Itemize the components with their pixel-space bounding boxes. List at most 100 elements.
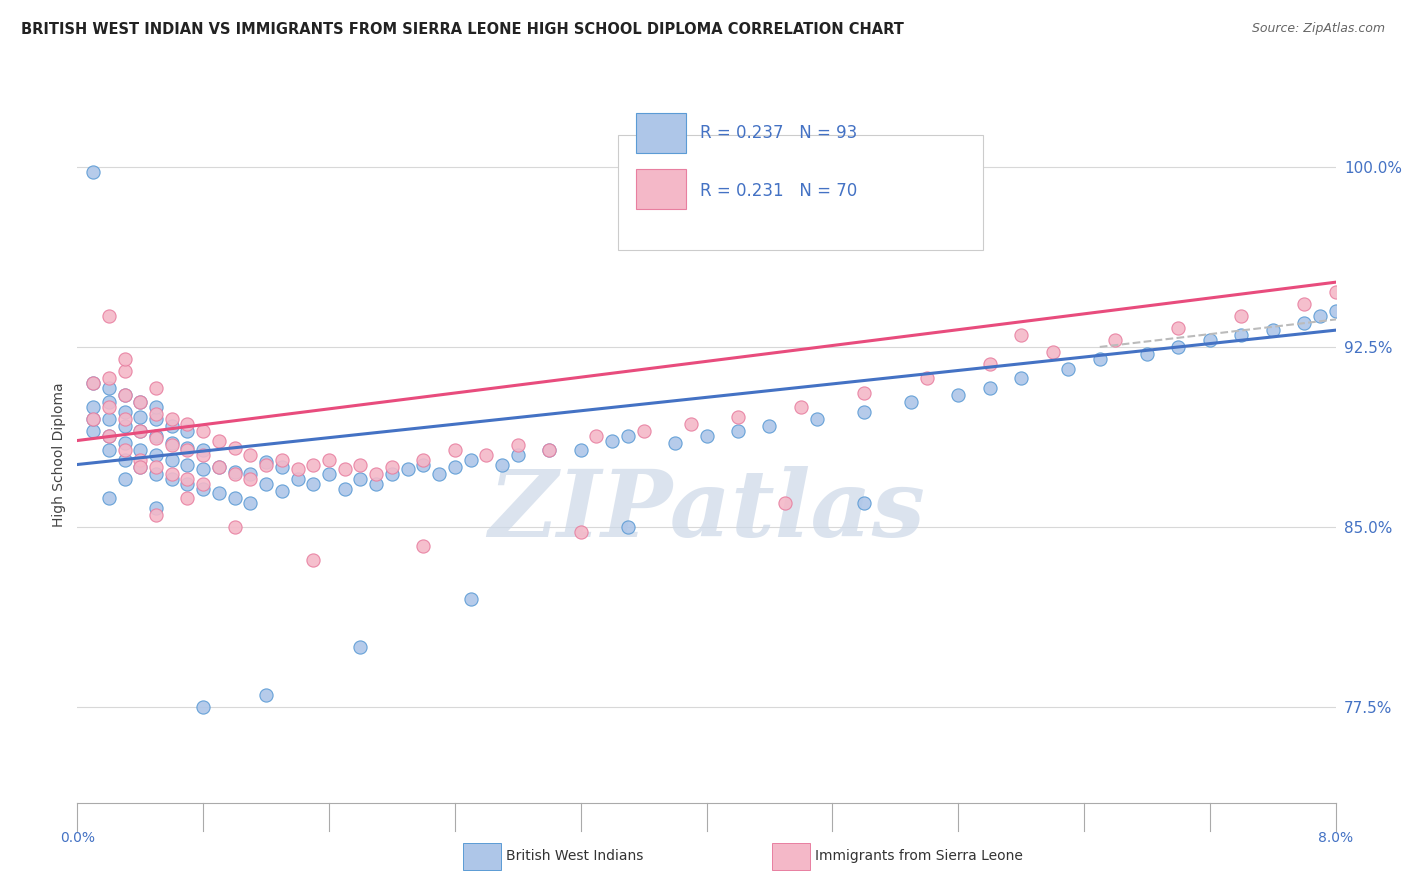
Point	[617, 520, 640, 534]
Point	[915, 371, 938, 385]
Point	[208, 434, 231, 448]
Point	[1136, 347, 1159, 361]
Point	[176, 491, 198, 505]
Point	[129, 459, 152, 474]
Point	[852, 405, 875, 419]
Point	[82, 376, 104, 390]
Point	[114, 364, 136, 378]
Point	[270, 452, 292, 467]
FancyBboxPatch shape	[636, 113, 686, 153]
Point	[287, 462, 309, 476]
Point	[1010, 371, 1032, 385]
Point	[145, 412, 167, 426]
Point	[82, 165, 104, 179]
Point	[1230, 328, 1253, 343]
Point	[381, 467, 404, 482]
FancyBboxPatch shape	[619, 135, 983, 250]
Point	[114, 419, 136, 434]
Text: 0.0%: 0.0%	[60, 831, 94, 846]
Point	[254, 476, 277, 491]
Point	[979, 381, 1001, 395]
Point	[129, 443, 152, 458]
Point	[333, 482, 356, 496]
Point	[129, 424, 152, 438]
Point	[114, 452, 136, 467]
Point	[160, 438, 183, 452]
Point	[381, 459, 404, 474]
Point	[538, 443, 561, 458]
Point	[475, 448, 498, 462]
Point	[585, 428, 607, 442]
Point	[208, 459, 231, 474]
Point	[1057, 361, 1080, 376]
Point	[1230, 309, 1253, 323]
Point	[191, 462, 215, 476]
Point	[302, 476, 325, 491]
Point	[191, 699, 215, 714]
Point	[1309, 309, 1331, 323]
Point	[82, 412, 104, 426]
Point	[114, 472, 136, 486]
Point	[129, 459, 152, 474]
Point	[758, 419, 780, 434]
Point	[160, 412, 183, 426]
Point	[491, 458, 513, 472]
Point	[114, 388, 136, 402]
Point	[160, 419, 183, 434]
Point	[1198, 333, 1220, 347]
Point	[948, 388, 970, 402]
Point	[444, 459, 467, 474]
Text: ZIPatlas: ZIPatlas	[488, 466, 925, 556]
Point	[160, 452, 183, 467]
Point	[129, 409, 152, 424]
Point	[1324, 304, 1347, 318]
Point	[679, 417, 702, 431]
Point	[254, 458, 277, 472]
Text: British West Indians: British West Indians	[506, 849, 644, 863]
Point	[145, 431, 167, 445]
Point	[114, 436, 136, 450]
Point	[460, 591, 482, 606]
FancyBboxPatch shape	[636, 169, 686, 209]
Point	[114, 388, 136, 402]
Point	[176, 443, 198, 458]
Point	[160, 467, 183, 482]
Point	[129, 395, 152, 409]
Point	[349, 458, 371, 472]
Point	[318, 452, 340, 467]
Point	[191, 448, 215, 462]
Point	[145, 381, 167, 395]
Point	[97, 371, 120, 385]
Point	[333, 462, 356, 476]
Point	[412, 452, 434, 467]
Point	[254, 455, 277, 469]
Point	[176, 472, 198, 486]
Point	[366, 467, 388, 482]
Point	[506, 448, 529, 462]
Point	[318, 467, 340, 482]
Point	[82, 412, 104, 426]
Point	[617, 428, 640, 442]
Point	[145, 407, 167, 421]
Point	[1294, 316, 1316, 330]
Point	[176, 441, 198, 455]
Point	[790, 400, 813, 414]
Point	[224, 467, 246, 482]
Point	[569, 443, 592, 458]
Point	[460, 452, 482, 467]
Point	[349, 472, 371, 486]
Point	[176, 424, 198, 438]
Point	[191, 476, 215, 491]
Point	[1088, 351, 1111, 366]
Point	[191, 424, 215, 438]
Point	[1167, 340, 1189, 354]
Text: BRITISH WEST INDIAN VS IMMIGRANTS FROM SIERRA LEONE HIGH SCHOOL DIPLOMA CORRELAT: BRITISH WEST INDIAN VS IMMIGRANTS FROM S…	[21, 22, 904, 37]
Point	[191, 482, 215, 496]
Point	[97, 428, 120, 442]
Point	[239, 448, 262, 462]
Point	[97, 428, 120, 442]
Point	[349, 640, 371, 654]
Point	[97, 395, 120, 409]
Point	[852, 496, 875, 510]
Point	[569, 524, 592, 539]
